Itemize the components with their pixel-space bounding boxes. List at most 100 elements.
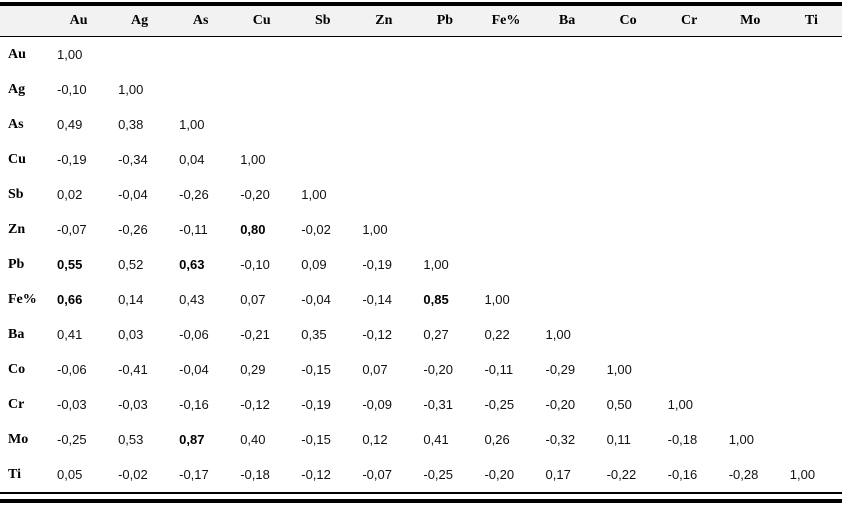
matrix-cell-sb-ti <box>781 177 842 212</box>
matrix-cell-co-as: -0,04 <box>179 362 209 377</box>
row-header-pb: Pb <box>8 256 25 272</box>
matrix-cell-pb-cu: -0,10 <box>240 257 270 272</box>
matrix-cell-ag-ti <box>781 72 842 107</box>
matrix-cell-mo-fepct: 0,26 <box>484 432 510 447</box>
matrix-cell-sb-ba <box>537 177 598 212</box>
matrix-cell-sb-as: -0,26 <box>179 187 209 202</box>
matrix-cell-ti-as: -0,17 <box>179 467 209 482</box>
matrix-cell-au-cr <box>659 37 720 73</box>
matrix-cell-co-co: 1,00 <box>606 362 632 377</box>
matrix-cell-ag-ag: 1,00 <box>118 82 144 97</box>
matrix-cell-ag-cu <box>231 72 292 107</box>
table-row-cr: Cr -0,03 -0,03 -0,16 -0,12 -0,19 -0,09 -0,31 -0,… <box>0 387 842 422</box>
matrix-cell-zn-ba <box>537 212 598 247</box>
matrix-cell-sb-sb: 1,00 <box>301 187 327 202</box>
matrix-cell-cu-as: 0,04 <box>179 152 205 167</box>
matrix-cell-fepct-sb: -0,04 <box>301 292 331 307</box>
table-row-zn: Zn -0,07 -0,26 -0,11 0,80 -0,02 1,00 <box>0 212 842 247</box>
table-header: Au Ag As Cu Sb Zn Pb Fe% Ba Co Cr Mo Ti <box>0 6 842 37</box>
matrix-cell-zn-as: -0,11 <box>179 222 208 237</box>
table-bottom-rule <box>0 499 842 503</box>
corner-cell <box>0 6 48 37</box>
matrix-cell-mo-cu: 0,40 <box>240 432 266 447</box>
matrix-cell-cu-mo <box>720 142 781 177</box>
row-header-cr: Cr <box>8 396 25 412</box>
matrix-cell-au-pb <box>414 37 475 73</box>
matrix-cell-as-co <box>598 107 659 142</box>
matrix-cell-cu-co <box>598 142 659 177</box>
matrix-cell-sb-au: 0,02 <box>57 187 83 202</box>
column-header-cr: Cr <box>658 6 720 37</box>
matrix-cell-fepct-fepct: 1,00 <box>484 292 510 307</box>
matrix-cell-pb-as: 0,63 <box>179 257 205 272</box>
matrix-cell-sb-cr <box>659 177 720 212</box>
matrix-cell-zn-zn: 1,00 <box>362 222 388 237</box>
matrix-cell-au-ag <box>109 37 170 73</box>
matrix-cell-cr-ti <box>781 387 842 422</box>
matrix-cell-as-ag: 0,38 <box>118 117 144 132</box>
row-header-sb: Sb <box>8 186 24 202</box>
matrix-cell-cr-pb: -0,31 <box>423 397 454 412</box>
matrix-cell-sb-pb <box>414 177 475 212</box>
matrix-cell-ti-cr: -0,16 <box>667 467 698 482</box>
matrix-cell-mo-sb: -0,15 <box>301 432 331 447</box>
correlation-matrix-table: Au Ag As Cu Sb Zn Pb Fe% Ba Co Cr Mo Ti Au 1,00 Ag -0,1… <box>0 6 842 494</box>
matrix-cell-fepct-ti <box>781 282 842 317</box>
matrix-cell-fepct-au: 0,66 <box>57 292 83 307</box>
matrix-cell-zn-co <box>598 212 659 247</box>
table-row-fepct: Fe% 0,66 0,14 0,43 0,07 -0,04 -0,14 0,85 1,00 <box>0 282 842 317</box>
matrix-cell-ag-co <box>598 72 659 107</box>
column-header-ag: Ag <box>109 6 171 37</box>
matrix-cell-au-mo <box>720 37 781 73</box>
matrix-cell-ba-pb: 0,27 <box>423 327 449 342</box>
matrix-cell-pb-pb: 1,00 <box>423 257 449 272</box>
matrix-cell-cr-cu: -0,12 <box>240 397 270 412</box>
matrix-cell-zn-sb: -0,02 <box>301 222 331 237</box>
matrix-cell-co-mo <box>720 352 781 387</box>
matrix-cell-zn-fepct <box>475 212 536 247</box>
matrix-cell-cu-cu: 1,00 <box>240 152 266 167</box>
matrix-cell-mo-as: 0,87 <box>179 432 205 447</box>
row-header-ti: Ti <box>8 466 21 482</box>
matrix-cell-ba-ti <box>781 317 842 352</box>
table-row-ti: Ti 0,05 -0,02 -0,17 -0,18 -0,12 -0,07 -0,25 -0,2… <box>0 457 842 493</box>
matrix-cell-mo-ba: -0,32 <box>545 432 576 447</box>
matrix-cell-as-au: 0,49 <box>57 117 83 132</box>
matrix-cell-pb-ti <box>781 247 842 282</box>
matrix-cell-ti-sb: -0,12 <box>301 467 331 482</box>
matrix-cell-as-cu <box>231 107 292 142</box>
matrix-cell-cu-sb <box>292 142 353 177</box>
matrix-cell-fepct-mo <box>720 282 781 317</box>
matrix-cell-mo-zn: 0,12 <box>362 432 388 447</box>
matrix-cell-ag-cr <box>659 72 720 107</box>
matrix-cell-ti-pb: -0,25 <box>423 467 454 482</box>
table-row-ba: Ba 0,41 0,03 -0,06 -0,21 0,35 -0,12 0,27 0,22 1,0… <box>0 317 842 352</box>
matrix-cell-cr-ag: -0,03 <box>118 397 148 412</box>
matrix-cell-co-cu: 0,29 <box>240 362 266 377</box>
table-body: Au 1,00 Ag -0,10 1,00 As 0,49 0,38 1,00 Cu -0,19 -0… <box>0 37 842 494</box>
matrix-cell-mo-co: 0,11 <box>606 432 631 447</box>
column-header-zn: Zn <box>353 6 415 37</box>
matrix-cell-ti-au: 0,05 <box>57 467 83 482</box>
matrix-cell-ba-sb: 0,35 <box>301 327 327 342</box>
matrix-cell-ba-ag: 0,03 <box>118 327 144 342</box>
row-header-au: Au <box>8 46 26 62</box>
matrix-cell-au-au: 1,00 <box>57 47 83 62</box>
matrix-cell-cr-co: 0,50 <box>606 397 632 412</box>
matrix-cell-cr-mo <box>720 387 781 422</box>
column-header-mo: Mo <box>719 6 781 37</box>
matrix-cell-mo-cr: -0,18 <box>667 432 698 447</box>
matrix-cell-cu-ag: -0,34 <box>118 152 148 167</box>
matrix-cell-pb-fepct <box>475 247 536 282</box>
matrix-cell-ti-co: -0,22 <box>606 467 637 482</box>
matrix-cell-fepct-pb: 0,85 <box>423 292 449 307</box>
matrix-cell-au-ti <box>781 37 842 73</box>
table-row-pb: Pb 0,55 0,52 0,63 -0,10 0,09 -0,19 1,00 <box>0 247 842 282</box>
matrix-cell-co-fepct: -0,11 <box>484 362 514 377</box>
matrix-cell-as-cr <box>659 107 720 142</box>
matrix-cell-ti-zn: -0,07 <box>362 467 392 482</box>
matrix-cell-pb-co <box>598 247 659 282</box>
column-header-pb: Pb <box>414 6 476 37</box>
matrix-cell-zn-cu: 0,80 <box>240 222 266 237</box>
